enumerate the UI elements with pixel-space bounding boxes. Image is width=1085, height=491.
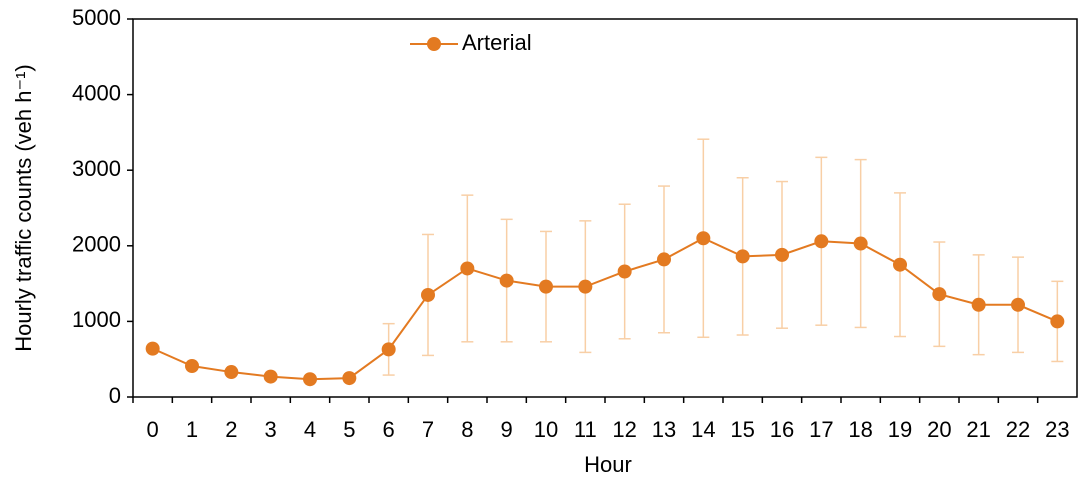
point xyxy=(893,257,907,272)
x-tick-label: 4 xyxy=(304,417,316,442)
x-tick-label: 3 xyxy=(265,417,277,442)
point xyxy=(499,273,514,288)
x-tick-label: 22 xyxy=(1006,417,1030,442)
x-tick-label: 12 xyxy=(612,417,636,442)
point xyxy=(696,231,711,246)
point xyxy=(263,369,278,384)
x-tick-label: 14 xyxy=(691,417,715,442)
y-tick-label: 1000 xyxy=(72,307,121,332)
point xyxy=(735,249,750,264)
point xyxy=(971,297,986,312)
point xyxy=(145,341,160,356)
point xyxy=(617,264,632,279)
point xyxy=(932,287,947,302)
x-tick-label: 19 xyxy=(888,417,912,442)
y-tick-label: 5000 xyxy=(72,5,121,30)
point xyxy=(775,247,789,262)
x-tick-label: 15 xyxy=(730,417,754,442)
legend-label: Arterial xyxy=(462,30,532,55)
point xyxy=(303,372,317,387)
x-tick-label: 17 xyxy=(809,417,833,442)
point xyxy=(421,287,435,302)
point xyxy=(657,252,671,267)
x-tick-label: 23 xyxy=(1045,417,1069,442)
point xyxy=(853,236,868,251)
x-tick-label: 0 xyxy=(147,417,159,442)
x-tick-label: 5 xyxy=(343,417,355,442)
x-tick-label: 11 xyxy=(574,417,597,442)
point xyxy=(185,359,199,374)
x-tick-label: 1 xyxy=(186,417,198,442)
y-tick-label: 4000 xyxy=(72,80,121,105)
plot-area xyxy=(132,18,1078,398)
x-tick-label: 6 xyxy=(383,417,395,442)
point xyxy=(539,279,553,294)
x-tick-label: 2 xyxy=(225,417,237,442)
x-tick-label: 9 xyxy=(501,417,513,442)
point xyxy=(460,261,475,276)
x-tick-label: 21 xyxy=(966,417,990,442)
x-tick-label: 10 xyxy=(534,417,558,442)
point xyxy=(1011,297,1025,312)
y-tick-label: 2000 xyxy=(72,232,121,257)
x-tick-label: 8 xyxy=(461,417,473,442)
x-tick-label: 16 xyxy=(770,417,794,442)
y-tick-label: 3000 xyxy=(72,156,121,181)
x-tick-label: 7 xyxy=(422,417,434,442)
point xyxy=(1050,314,1065,329)
y-axis-label: Hourly traffic counts (veh h⁻¹) xyxy=(11,64,36,352)
x-tick-label: 13 xyxy=(652,417,676,442)
point xyxy=(342,371,357,386)
x-tick-label: 18 xyxy=(848,417,872,442)
y-tick-label: 0 xyxy=(109,383,121,408)
point xyxy=(224,365,239,380)
x-tick-label: 20 xyxy=(927,417,951,442)
point xyxy=(578,279,593,294)
legend-marker xyxy=(427,37,441,51)
line xyxy=(152,237,1058,381)
x-axis-label: Hour xyxy=(584,452,632,477)
point xyxy=(814,234,829,249)
point xyxy=(381,342,396,357)
